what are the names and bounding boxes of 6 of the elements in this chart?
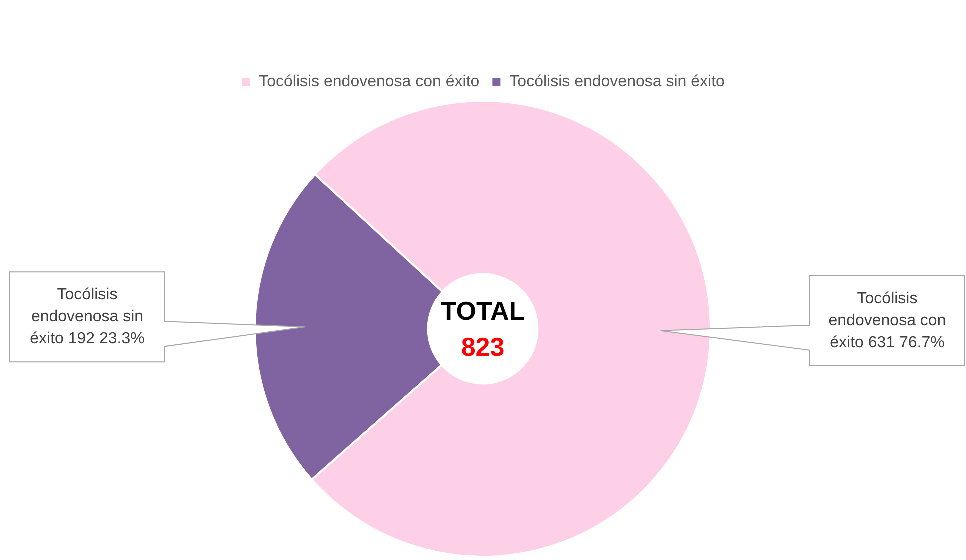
data-label: Tocólisis endovenosa con éxito 631 76.7% [828,290,946,352]
legend-label: Tocólisis endovenosa sin éxito [510,73,726,90]
data-label: Tocólisis endovenosa sin éxito 192 23.3% [30,286,145,348]
legend-label: Tocólisis endovenosa con éxito [259,73,480,90]
text: 823 [461,332,505,362]
text: TOTAL [440,296,526,326]
